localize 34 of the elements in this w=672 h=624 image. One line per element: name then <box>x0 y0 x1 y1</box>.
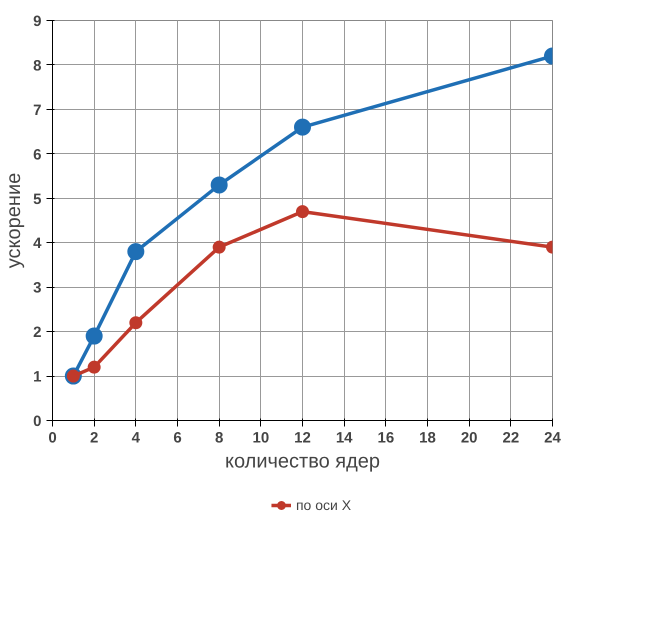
y-tick-label: 9 <box>33 13 42 30</box>
x-tick-label: 14 <box>336 430 354 446</box>
x-tick-label: 12 <box>294 430 311 446</box>
y-tick-label: 4 <box>33 235 42 252</box>
x-axis-title: количество ядер <box>224 450 380 472</box>
x-tick-label: 22 <box>502 430 520 446</box>
y-tick-label: 5 <box>33 190 42 208</box>
x-tick-label: 2 <box>90 430 98 446</box>
y-tick-label: 6 <box>33 146 42 164</box>
legend-label: по оси X <box>296 497 352 513</box>
point <box>296 205 309 218</box>
point <box>210 176 228 194</box>
x-tick-label: 24 <box>544 430 562 446</box>
x-tick-label: 18 <box>419 430 436 446</box>
x-tick-label: 10 <box>252 430 270 446</box>
point <box>88 360 101 374</box>
point <box>294 118 311 136</box>
y-tick-label: 0 <box>33 413 42 430</box>
x-tick-label: 8 <box>214 430 224 446</box>
point <box>129 316 142 330</box>
point <box>212 240 226 254</box>
point <box>86 328 103 345</box>
x-tick-label: 4 <box>132 430 141 446</box>
x-tick-label: 0 <box>48 430 57 446</box>
y-tick-label: 2 <box>33 324 42 342</box>
x-tick-label: 6 <box>173 430 182 446</box>
y-tick-label: 8 <box>33 57 42 74</box>
x-tick-label: 16 <box>377 430 394 446</box>
y-axis-title: ускорение <box>3 172 26 268</box>
y-tick-label: 3 <box>33 280 42 297</box>
point <box>127 243 144 260</box>
y-tick-label: 7 <box>33 102 42 119</box>
y-tick-label: 1 <box>33 368 42 386</box>
x-tick-label: 20 <box>460 430 478 446</box>
